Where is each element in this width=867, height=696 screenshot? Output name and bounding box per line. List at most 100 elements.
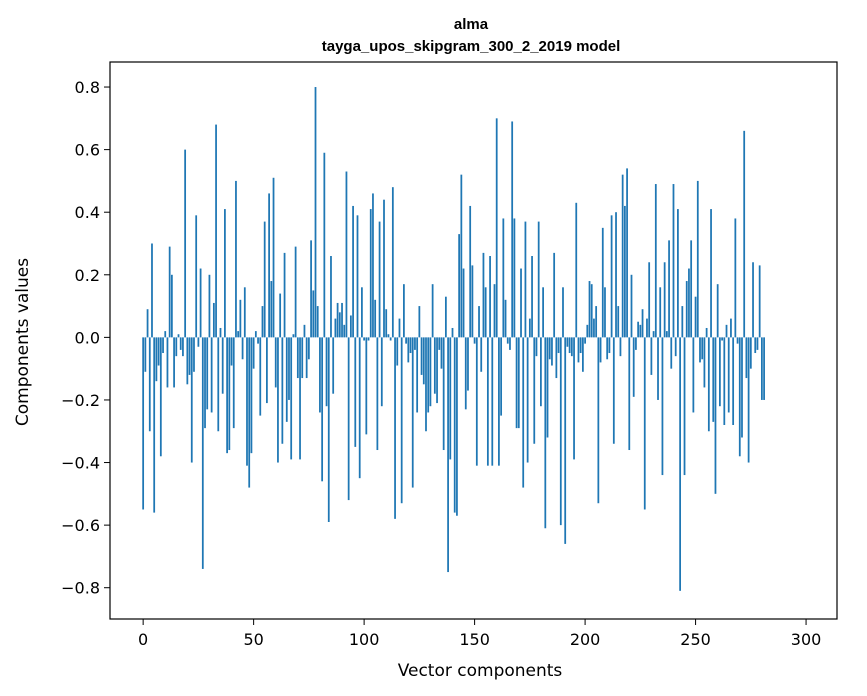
bar <box>608 337 611 354</box>
bar <box>736 337 739 344</box>
bar <box>526 337 529 463</box>
bar <box>498 337 500 466</box>
bar <box>692 337 695 413</box>
bar <box>725 324 728 338</box>
bar <box>699 337 701 363</box>
bar <box>407 337 410 363</box>
bar <box>588 281 591 338</box>
bar <box>250 337 253 454</box>
bar <box>385 309 388 338</box>
bar <box>367 337 370 341</box>
bar <box>361 287 363 338</box>
bar <box>517 337 520 429</box>
bar <box>582 337 584 372</box>
bar <box>652 331 655 338</box>
bar <box>703 337 706 388</box>
y-tick-label: 0.6 <box>75 141 100 160</box>
bar <box>274 337 277 388</box>
bar <box>436 337 438 404</box>
bar <box>606 337 609 360</box>
bar <box>190 337 193 463</box>
bar <box>272 177 275 338</box>
bar <box>681 306 684 338</box>
bar <box>719 337 721 407</box>
bar <box>349 315 352 338</box>
bar <box>451 327 454 338</box>
bar <box>646 318 648 338</box>
bar <box>266 337 268 404</box>
bar <box>431 284 434 338</box>
bar <box>630 274 633 338</box>
bar <box>184 149 187 338</box>
bar <box>610 215 613 338</box>
bar <box>389 337 392 341</box>
bar <box>179 337 182 350</box>
bar <box>323 152 326 338</box>
bar <box>261 306 264 338</box>
bar <box>219 327 222 338</box>
bar <box>557 337 560 354</box>
bar <box>562 287 564 338</box>
bar <box>760 337 763 400</box>
y-axis: 0.8 0.6 0.4 0.2 0.0 −0.2 −0.4 −0.6 −0.8 <box>61 78 110 598</box>
bar <box>628 337 631 451</box>
bar <box>153 337 156 513</box>
bar <box>493 284 496 338</box>
bar <box>677 209 679 338</box>
x-tick-label: 250 <box>680 630 711 649</box>
bar <box>283 252 286 338</box>
bar <box>458 234 461 338</box>
y-tick-label: 0.2 <box>75 266 100 285</box>
bar <box>383 199 385 338</box>
bar <box>648 262 651 338</box>
bars-group <box>142 87 765 591</box>
bar <box>268 193 270 338</box>
bar <box>548 337 551 360</box>
bar <box>279 293 282 338</box>
bar <box>228 337 231 451</box>
bar <box>148 337 151 432</box>
bar <box>716 284 719 338</box>
bar <box>559 337 562 526</box>
bar <box>403 284 405 338</box>
bar <box>502 218 505 338</box>
bar <box>575 202 578 338</box>
bar <box>659 287 662 338</box>
bar <box>542 287 544 338</box>
bar <box>544 337 547 529</box>
y-tick-label: 0.8 <box>75 78 100 97</box>
bar <box>570 337 573 357</box>
x-tick-label: 50 <box>243 630 263 649</box>
bar <box>259 337 262 416</box>
chart-title: alma <box>454 16 489 33</box>
bar <box>440 337 443 369</box>
bar <box>491 337 494 466</box>
bar <box>564 337 567 544</box>
bar <box>277 337 279 463</box>
bar <box>513 218 516 338</box>
bar <box>533 337 536 444</box>
x-tick-label: 100 <box>349 630 380 649</box>
bar <box>593 318 595 338</box>
bar <box>449 337 452 460</box>
bar <box>206 337 209 410</box>
bar <box>254 331 257 338</box>
bar <box>232 337 235 429</box>
bar <box>522 337 525 488</box>
bar <box>650 337 653 375</box>
bar <box>241 337 244 360</box>
bar <box>710 209 712 338</box>
bar <box>639 324 642 338</box>
bar <box>447 337 449 573</box>
bar <box>685 281 688 338</box>
bar <box>663 262 666 338</box>
bar <box>164 331 167 338</box>
bar <box>668 240 670 338</box>
bar <box>511 121 514 338</box>
bar <box>296 337 299 379</box>
bar <box>175 337 178 357</box>
bar <box>142 337 145 510</box>
bar <box>398 318 401 338</box>
bar <box>641 309 644 338</box>
y-tick-label: −0.8 <box>61 579 100 598</box>
